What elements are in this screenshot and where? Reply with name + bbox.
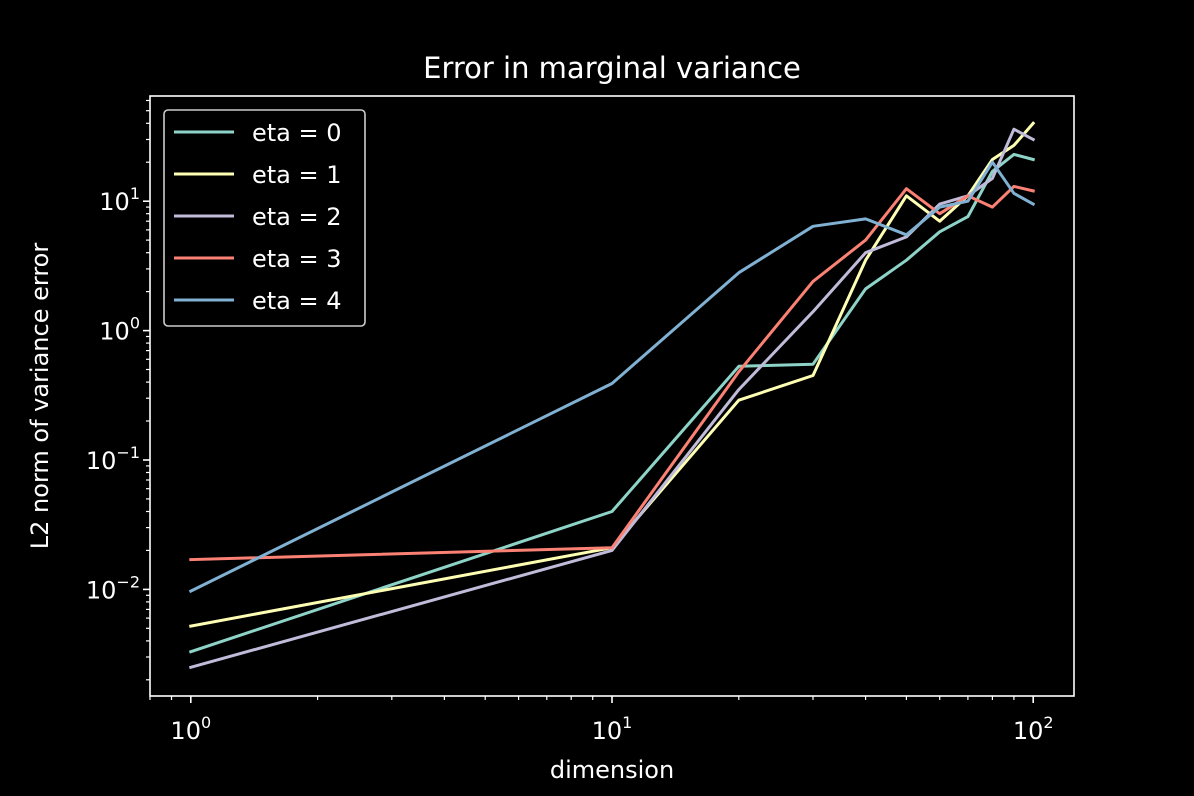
series-line-eta-4 — [188, 160, 1036, 594]
y-tick-label: 10−1 — [86, 443, 140, 475]
legend: eta = 0 eta = 1 eta = 2 eta = 3 eta = 4 — [163, 109, 366, 327]
x-axis: 100 101 102 — [149, 696, 1054, 745]
series-line-eta-2 — [188, 127, 1036, 670]
x-axis-label: dimension — [550, 756, 674, 784]
chart-title: Error in marginal variance — [423, 51, 801, 85]
y-tick-label: 101 — [99, 184, 140, 216]
x-tick-label: 102 — [1013, 713, 1054, 745]
y-tick-label: 10−2 — [86, 572, 140, 604]
series-line-eta-1 — [189, 121, 1036, 628]
y-axis: 10−2 10−1 100 101 — [86, 99, 150, 681]
x-tick-label: 100 — [170, 713, 211, 745]
legend-label-eta-4: eta = 4 — [252, 287, 342, 315]
legend-label-eta-0: eta = 0 — [252, 119, 342, 147]
x-tick-label: 101 — [592, 713, 633, 745]
legend-label-eta-2: eta = 2 — [252, 203, 342, 231]
y-tick-label: 100 — [99, 314, 140, 346]
legend-label-eta-1: eta = 1 — [252, 161, 342, 189]
series-line-eta-3 — [189, 184, 1036, 562]
legend-label-eta-3: eta = 3 — [252, 245, 342, 273]
y-axis-label: L2 norm of variance error — [26, 243, 54, 550]
series-layer — [188, 121, 1036, 670]
legend-box — [163, 109, 366, 327]
